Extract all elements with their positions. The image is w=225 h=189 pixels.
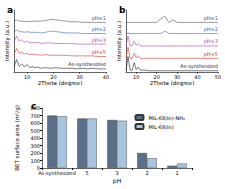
svg-text:pH=2: pH=2 <box>92 26 106 33</box>
svg-text:100: 100 <box>30 158 40 164</box>
svg-text:a: a <box>7 5 13 15</box>
svg-text:MIL-68(In)-NH₂: MIL-68(In)-NH₂ <box>148 115 185 121</box>
svg-text:Intensity (a.u.): Intensity (a.u.) <box>116 21 123 61</box>
svg-text:Intensity (a.u.): Intensity (a.u.) <box>4 21 11 61</box>
svg-text:2: 2 <box>145 170 148 176</box>
svg-text:20: 20 <box>153 74 159 80</box>
svg-text:300: 300 <box>30 143 40 149</box>
svg-text:400: 400 <box>30 135 40 141</box>
svg-text:40: 40 <box>103 74 109 80</box>
svg-text:20: 20 <box>50 74 56 80</box>
svg-text:As-synthesized: As-synthesized <box>180 63 218 70</box>
svg-text:pH=1: pH=1 <box>204 15 218 22</box>
svg-text:pH=2: pH=2 <box>204 26 218 33</box>
svg-text:50: 50 <box>215 74 221 80</box>
svg-text:MIL-68(In): MIL-68(In) <box>148 124 173 130</box>
svg-text:40: 40 <box>194 74 200 80</box>
svg-text:500: 500 <box>30 128 40 134</box>
svg-text:30: 30 <box>77 74 83 80</box>
svg-text:As-synthesized: As-synthesized <box>68 61 106 68</box>
svg-text:b: b <box>119 5 126 15</box>
svg-text:As-synthesized: As-synthesized <box>38 170 76 177</box>
svg-text:2Theta (degree): 2Theta (degree) <box>150 80 195 87</box>
svg-text:200: 200 <box>30 150 40 156</box>
svg-text:10: 10 <box>133 74 139 80</box>
svg-text:700: 700 <box>30 113 40 119</box>
svg-text:pH=1: pH=1 <box>92 15 106 22</box>
svg-text:pH=3: pH=3 <box>92 37 106 44</box>
svg-text:30: 30 <box>174 74 180 80</box>
svg-text:600: 600 <box>30 120 40 126</box>
svg-text:0: 0 <box>36 165 40 171</box>
svg-text:c: c <box>31 101 36 111</box>
svg-text:pH: pH <box>113 177 121 185</box>
svg-text:1: 1 <box>175 170 178 176</box>
svg-text:5: 5 <box>85 170 88 176</box>
svg-text:pH=5: pH=5 <box>92 49 106 56</box>
svg-text:10: 10 <box>24 74 30 80</box>
svg-text:pH=3: pH=3 <box>204 38 218 45</box>
svg-text:BET surface area (m²/g): BET surface area (m²/g) <box>14 105 21 171</box>
svg-text:3: 3 <box>115 170 118 176</box>
svg-text:pH=5: pH=5 <box>204 51 218 58</box>
svg-text:2Theta (degree): 2Theta (degree) <box>38 80 83 87</box>
